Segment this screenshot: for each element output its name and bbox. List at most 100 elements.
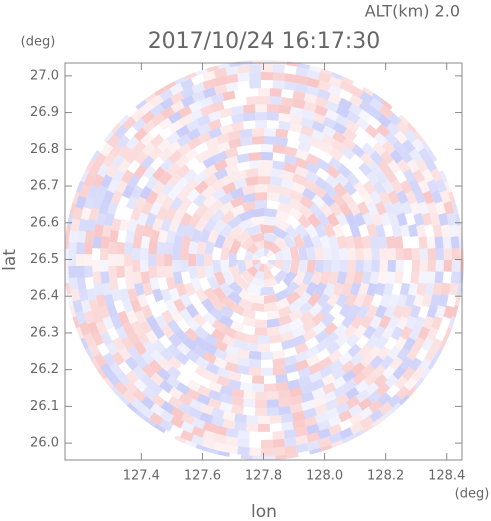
echo-cell (366, 201, 379, 216)
echo-cell (180, 235, 192, 249)
echo-cell (311, 311, 326, 326)
echo-cell (278, 112, 291, 123)
echo-cell (140, 271, 151, 285)
echo-cell (132, 117, 147, 132)
echo-cell (100, 363, 114, 378)
echo-cell (448, 282, 459, 296)
echo-cell (159, 418, 174, 432)
echo-cell (190, 228, 202, 243)
echo-cell (224, 155, 239, 167)
echo-cell (233, 330, 248, 342)
echo-cell (188, 212, 202, 227)
echo-cell (228, 138, 242, 149)
echo-cell (88, 162, 101, 177)
echo-cell (272, 430, 285, 440)
echo-cell (280, 178, 295, 190)
echo-cell (306, 354, 321, 367)
echo-cell (319, 365, 334, 379)
echo-cell (390, 179, 404, 194)
echo-cell (297, 367, 312, 379)
echo-cell (167, 319, 181, 334)
echo-cell (213, 433, 228, 444)
echo-cell (328, 156, 343, 171)
echo-cell (269, 176, 283, 186)
echo-cell (191, 434, 205, 446)
echo-cell (302, 234, 315, 249)
echo-cell (190, 277, 202, 292)
echo-cell (241, 200, 256, 212)
echo-cell (102, 153, 116, 168)
echo-cell (295, 282, 309, 297)
echo-cell (229, 187, 245, 200)
echo-cell (375, 304, 388, 319)
echo-cell (132, 388, 147, 403)
echo-cell (219, 401, 233, 413)
echo-cell (175, 223, 187, 238)
echo-cell (292, 419, 306, 430)
echo-cell (335, 114, 350, 127)
y-tick-label: 26.6 (30, 215, 59, 230)
echo-cell (435, 201, 446, 215)
echo-cell (380, 355, 394, 370)
echo-cell (260, 224, 276, 234)
echo-cell (140, 235, 151, 249)
echo-cell (314, 176, 330, 191)
echo-cell (64, 260, 69, 272)
echo-cell (211, 101, 225, 113)
echo-cell (76, 277, 87, 290)
echo-cell (158, 148, 173, 162)
echo-cell (133, 341, 147, 356)
echo-cell (388, 212, 400, 227)
echo-cell (412, 336, 426, 351)
echo-cell (408, 357, 423, 372)
echo-cell (328, 234, 339, 249)
echo-cell (152, 339, 166, 354)
echo-cell (193, 170, 208, 185)
echo-cell (181, 412, 195, 425)
echo-cell (427, 248, 436, 260)
echo-cell (84, 242, 93, 255)
echo-cell (303, 93, 318, 104)
echo-cell (253, 249, 262, 258)
echo-cell (389, 149, 404, 164)
echo-cell (108, 254, 117, 266)
echo-cell (201, 298, 215, 313)
echo-cell (311, 387, 326, 400)
echo-cell (395, 385, 410, 400)
echo-cell (418, 147, 432, 162)
echo-cell (124, 149, 139, 164)
echo-cell (152, 288, 164, 303)
echo-cell (101, 282, 112, 296)
echo-cell (326, 341, 341, 355)
echo-cell (228, 265, 242, 282)
echo-cell (308, 362, 323, 375)
echo-cell (196, 265, 207, 280)
echo-cell (245, 176, 259, 186)
echo-cell (168, 333, 182, 348)
echo-cell (236, 364, 250, 375)
echo-cell (325, 331, 340, 346)
echo-cell (258, 88, 270, 97)
echo-cell (286, 291, 301, 305)
echo-cell (333, 182, 348, 197)
echo-cell (339, 80, 354, 93)
echo-cell (418, 236, 428, 249)
echo-cell (133, 127, 148, 142)
echo-cell (183, 282, 196, 297)
echo-cell (272, 366, 286, 376)
echo-cell (280, 330, 295, 342)
echo-cell (117, 310, 130, 325)
echo-cell (278, 323, 293, 335)
echo-cell (250, 216, 264, 226)
echo-cell (365, 124, 380, 139)
echo-cell (119, 218, 130, 232)
echo-cell (325, 174, 340, 189)
echo-cell (273, 152, 286, 162)
echo-cell (64, 248, 69, 260)
echo-cell (150, 349, 164, 364)
echo-cell (193, 335, 208, 350)
echo-cell (172, 260, 181, 273)
echo-cell (343, 324, 358, 339)
echo-cell (266, 391, 279, 400)
echo-cell (202, 438, 216, 450)
